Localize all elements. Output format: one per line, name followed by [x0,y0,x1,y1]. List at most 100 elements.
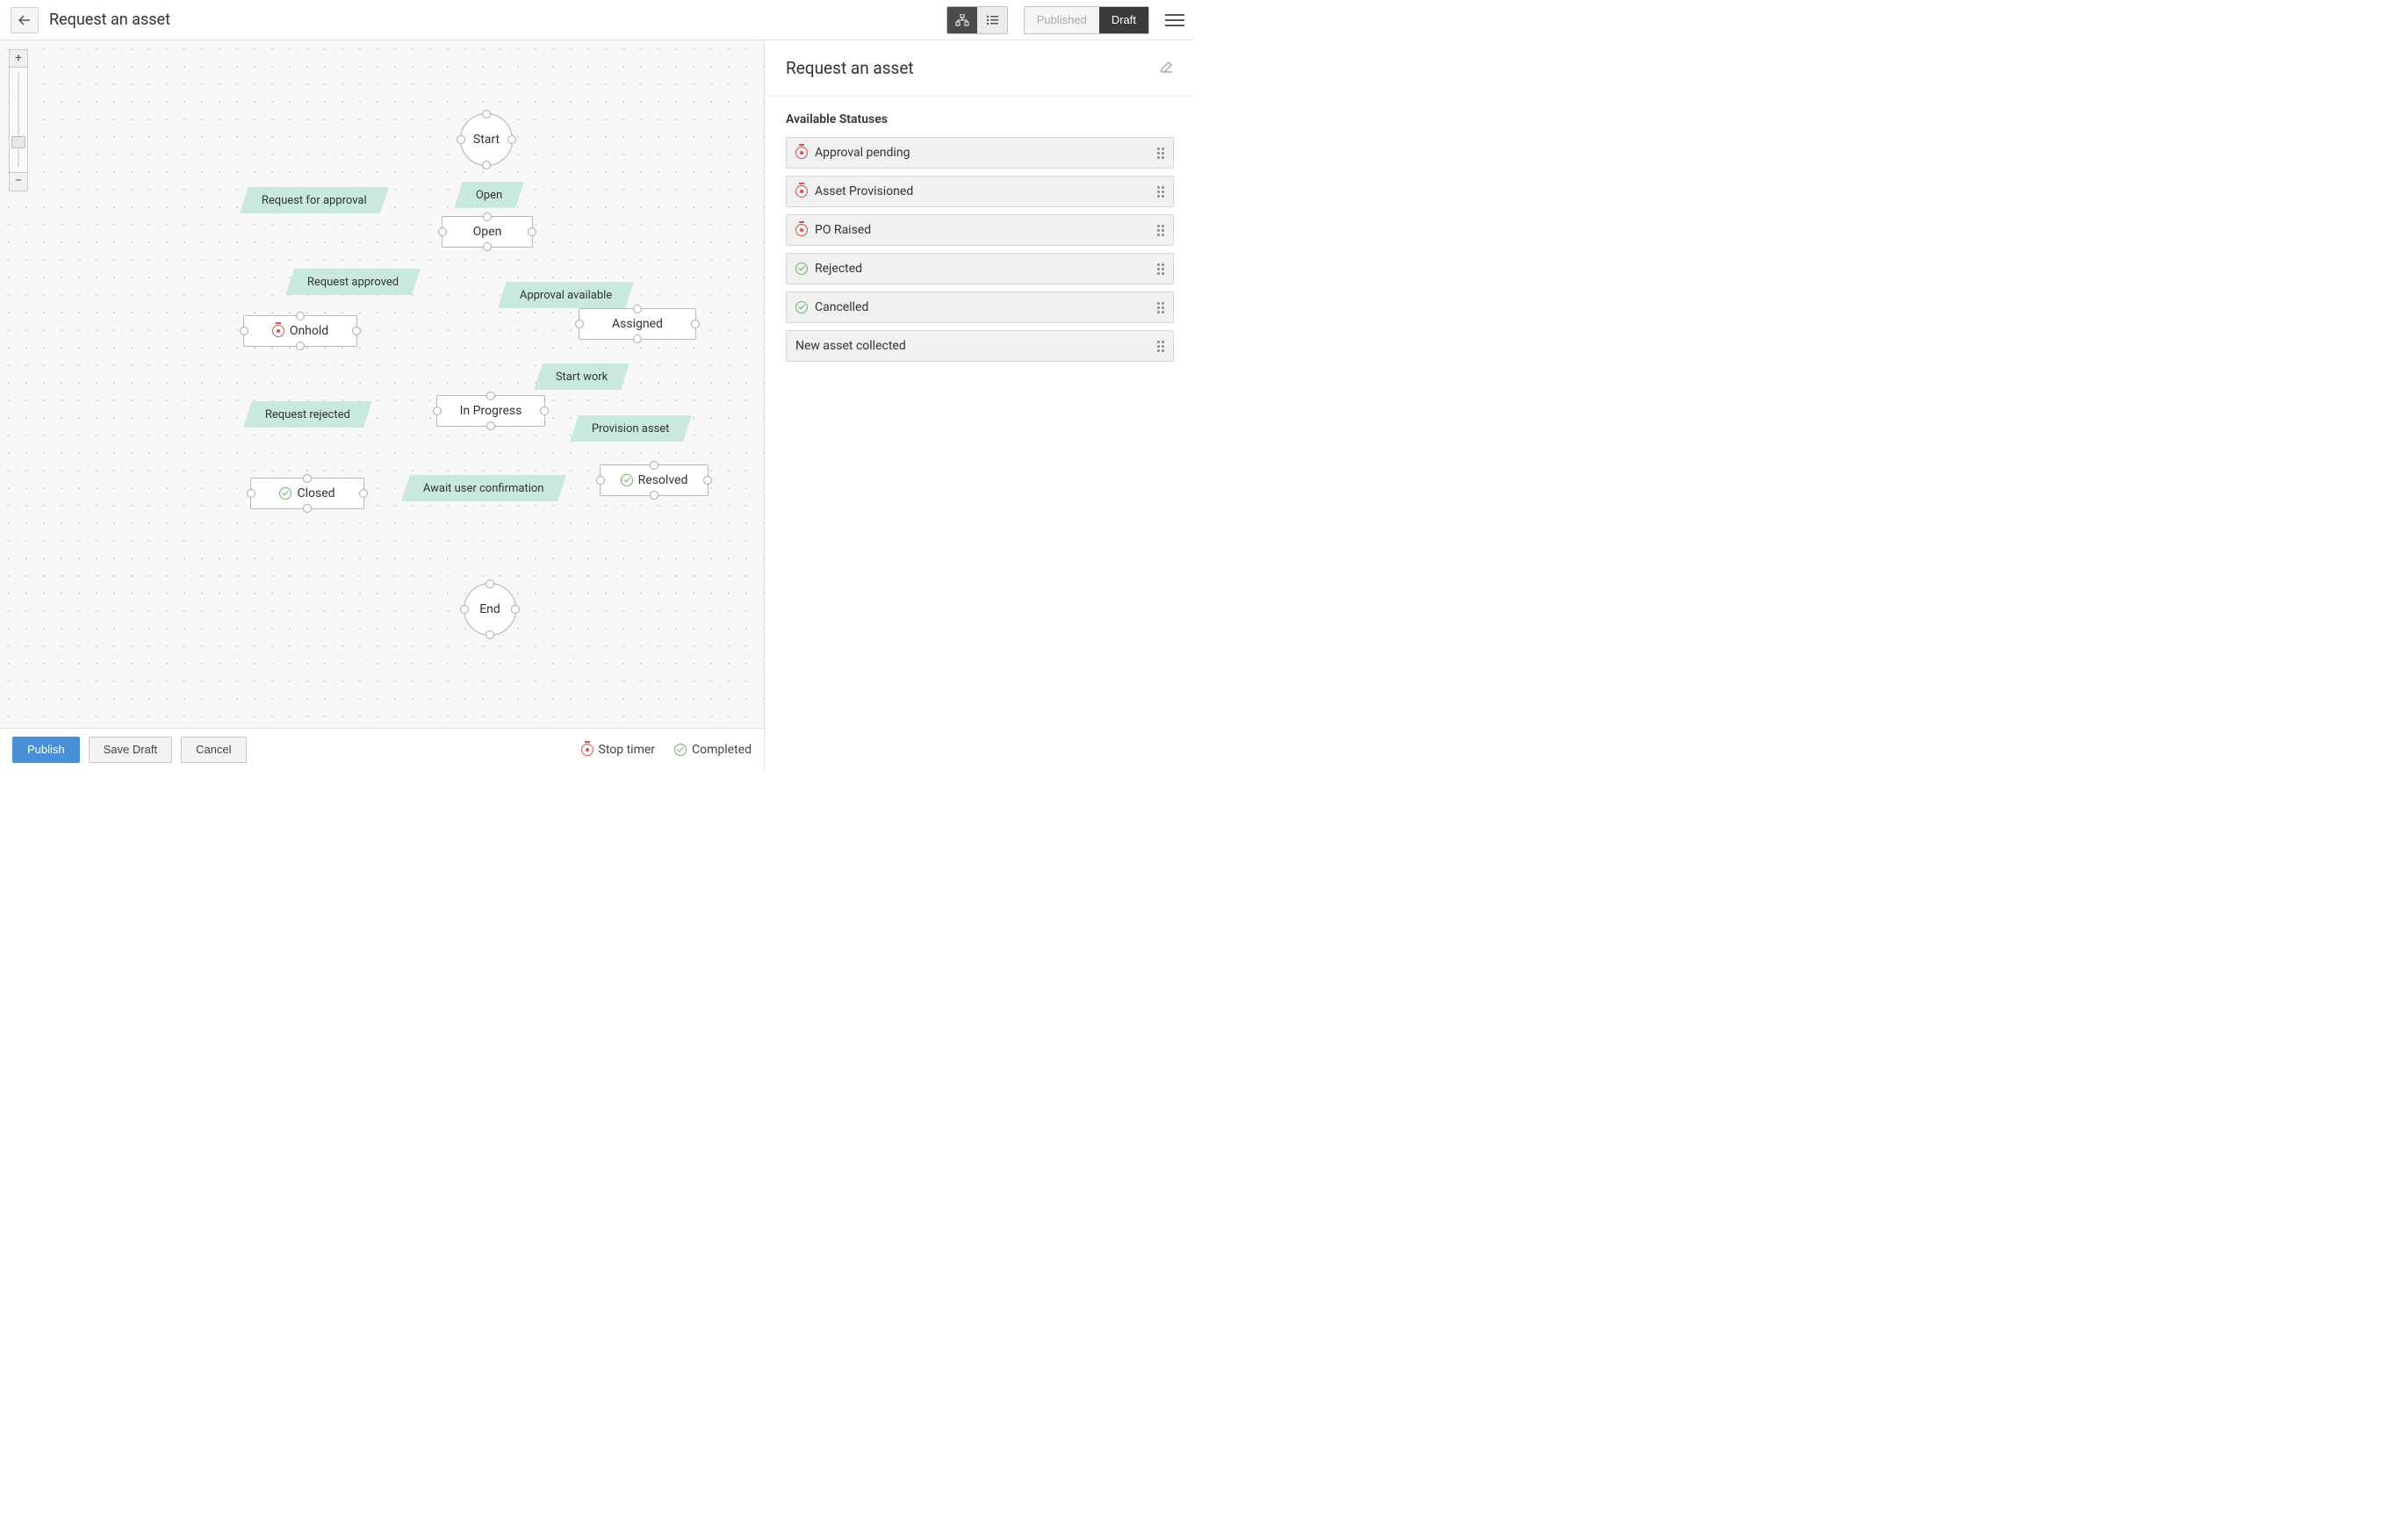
port[interactable] [486,579,494,588]
port[interactable] [457,135,465,144]
zoom-out-button[interactable]: − [10,173,27,191]
node-req_appr[interactable]: Request for approval [240,187,389,213]
drag-handle-icon[interactable] [1157,341,1164,352]
stop-timer-icon [795,224,808,236]
port[interactable] [296,342,305,350]
status-item[interactable]: Cancelled [786,291,1174,323]
port[interactable] [633,305,642,313]
port[interactable] [483,242,492,251]
port[interactable] [575,320,584,328]
status-label: Rejected [815,262,862,276]
publish-button[interactable]: Publish [12,737,80,763]
node-label: Start [473,133,500,147]
drag-handle-icon[interactable] [1157,263,1164,275]
port[interactable] [352,327,361,335]
node-req_approved[interactable]: Request approved [285,269,421,295]
save-draft-button[interactable]: Save Draft [89,737,172,763]
node-await_conf[interactable]: Await user confirmation [401,475,565,501]
node-label: Request rejected [265,408,350,421]
completed-icon [279,487,291,500]
published-tab[interactable]: Published [1025,7,1099,33]
node-label: End [479,602,500,616]
port[interactable] [691,320,700,328]
node-start[interactable]: Start [460,113,513,166]
port[interactable] [650,491,658,500]
port[interactable] [482,110,491,119]
status-item[interactable]: PO Raised [786,214,1174,246]
drag-handle-icon[interactable] [1157,302,1164,313]
node-label: Approval available [520,289,612,302]
port[interactable] [540,407,549,415]
port[interactable] [247,489,255,498]
draft-tab[interactable]: Draft [1099,7,1148,33]
zoom-thumb[interactable] [11,136,25,148]
status-item[interactable]: Rejected [786,253,1174,284]
port[interactable] [633,335,642,343]
page-title: Request an asset [49,11,170,29]
node-label: Open [473,225,502,239]
node-open[interactable]: Open [442,216,533,248]
node-open_tr[interactable]: Open [454,182,524,208]
completed-icon [621,474,633,486]
side-panel-title: Request an asset [786,58,914,78]
node-start_work[interactable]: Start work [534,363,630,390]
port[interactable] [703,476,712,485]
port[interactable] [433,407,442,415]
status-label: Asset Provisioned [815,184,913,198]
drag-handle-icon[interactable] [1157,148,1164,159]
port[interactable] [240,327,248,335]
workflow-canvas[interactable]: + − Start Open Open Request for approval Req… [0,40,764,728]
port[interactable] [460,605,469,614]
node-resolved[interactable]: Resolved [600,464,709,496]
port[interactable] [303,504,312,513]
view-flow-button[interactable] [947,7,977,33]
edit-button[interactable] [1160,60,1174,77]
back-button[interactable] [11,7,39,33]
status-item[interactable]: New asset collected [786,330,1174,362]
port[interactable] [303,474,312,483]
node-label: Request for approval [262,194,367,207]
status-item[interactable]: Asset Provisioned [786,176,1174,207]
port[interactable] [511,605,520,614]
port[interactable] [296,312,305,320]
status-item[interactable]: Approval pending [786,137,1174,169]
cancel-button[interactable]: Cancel [181,737,246,763]
status-label: New asset collected [795,339,906,353]
node-layer: Start Open Open Request for approval Request… [0,40,764,728]
node-label: Resolved [638,473,688,487]
node-label: Start work [556,371,608,384]
node-in_prog[interactable]: In Progress [436,395,545,427]
back-icon [18,15,31,25]
port[interactable] [596,476,605,485]
side-panel-header: Request an asset [765,40,1195,97]
port[interactable] [486,392,495,400]
completed-icon [674,744,687,756]
node-label: Request approved [307,276,399,289]
port[interactable] [483,212,492,221]
port[interactable] [650,461,658,470]
node-onhold[interactable]: Onhold [243,315,357,347]
node-end[interactable]: End [464,583,516,636]
port[interactable] [486,421,495,430]
view-list-button[interactable] [977,7,1007,33]
canvas-footer: Publish Save Draft Cancel Stop timer Com… [0,728,764,770]
node-req_rej[interactable]: Request rejected [243,401,372,428]
port[interactable] [359,489,368,498]
port[interactable] [482,161,491,169]
port[interactable] [507,135,516,144]
node-assigned[interactable]: Assigned [579,308,696,340]
port[interactable] [528,227,536,236]
port[interactable] [438,227,447,236]
node-closed[interactable]: Closed [250,478,364,509]
node-prov_asset[interactable]: Provision asset [570,415,691,442]
edit-icon [1160,60,1174,74]
node-label: In Progress [460,404,522,418]
port[interactable] [486,630,494,639]
drag-handle-icon[interactable] [1157,225,1164,236]
menu-button[interactable] [1165,14,1184,26]
node-appr_avail[interactable]: Approval available [498,282,634,308]
canvas-area: + − Start Open Open Request for approval Req… [0,40,765,770]
zoom-slider[interactable] [10,68,27,173]
zoom-in-button[interactable]: + [10,50,27,68]
drag-handle-icon[interactable] [1157,186,1164,198]
